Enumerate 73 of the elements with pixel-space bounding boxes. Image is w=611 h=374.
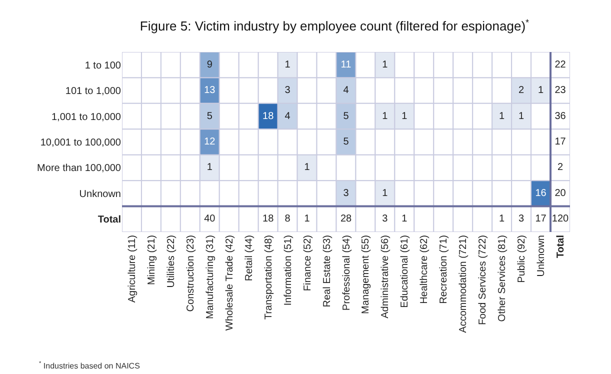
x-tick-label: Other Services (81) xyxy=(497,235,508,322)
data-label: 11 xyxy=(340,59,352,70)
x-tick-label: Information (51) xyxy=(282,235,294,306)
x-tick-label: Mining (21) xyxy=(146,235,158,286)
data-label: 1 xyxy=(206,162,213,174)
text: $^{*}$ Industries based on NAICS xyxy=(39,361,140,370)
y-tick-label: 1,001 to 10,000 xyxy=(51,112,122,123)
data-label: 1 xyxy=(518,110,525,122)
data-label: 3 xyxy=(284,85,291,96)
text: 40 xyxy=(204,214,216,225)
x-tick-label: Public (92) xyxy=(516,235,528,283)
data-label: 5 xyxy=(206,110,213,122)
text: 20 xyxy=(554,188,566,199)
x-tick-label: Wholesale Trade (42) xyxy=(224,235,236,331)
x-tick-label: Management (55) xyxy=(360,235,372,314)
y-tick-label: 10,001 to 100,000 xyxy=(40,138,122,148)
data-label: 13 xyxy=(204,85,216,96)
x-tick-label: Finance (52) xyxy=(302,235,314,292)
text: 120 xyxy=(552,214,569,225)
y-tick-label: 1 to 100 xyxy=(84,60,122,72)
data-label: 5 xyxy=(343,110,350,122)
x-tick-label: Healthcare (62) xyxy=(419,235,430,304)
data-label: 4 xyxy=(343,85,350,96)
x-tick-label: Manufacturing (31) xyxy=(204,235,216,319)
data-label: 1 xyxy=(499,110,506,122)
x-tick-label: Unknown xyxy=(536,235,548,277)
text: 23 xyxy=(554,85,566,96)
x-tick-label: Utilities (22) xyxy=(166,235,177,288)
text: 17 xyxy=(535,214,546,225)
data-label: 1 xyxy=(382,59,388,70)
x-tick-label: Food Services (722) xyxy=(478,235,489,326)
data-label: 1 xyxy=(382,188,388,199)
data-label: 1 xyxy=(538,85,544,96)
text: 18 xyxy=(262,214,274,225)
data-label: 12 xyxy=(204,136,216,148)
text: 36 xyxy=(554,110,566,122)
y-tick-label: 101 to 1,000 xyxy=(65,86,122,98)
x-tick-label: Total xyxy=(556,234,567,258)
text: 1 xyxy=(499,214,505,225)
data-label: 1 xyxy=(284,59,291,70)
chart-title: Figure 5: Victim industry by employee count (filtered for espionage)$^{*}$ xyxy=(140,17,530,34)
x-tick-label: Construction (23) xyxy=(185,235,196,312)
data-label: 18 xyxy=(262,110,274,122)
text: 8 xyxy=(284,214,290,225)
text: 17 xyxy=(554,136,566,148)
data-label: 2 xyxy=(518,85,525,96)
x-tick-label: Educational (61) xyxy=(400,235,411,308)
x-tick-label: Administrative (56) xyxy=(380,235,392,318)
text: 22 xyxy=(554,59,566,70)
text: 1 xyxy=(402,214,408,225)
y-tick-label: Total xyxy=(98,214,122,226)
x-tick-label: Real Estate (53) xyxy=(322,235,333,308)
data-label: 4 xyxy=(284,110,291,122)
x-tick-label: Recreation (71) xyxy=(438,235,450,304)
data-label: 1 xyxy=(382,110,388,122)
x-tick-label: Transportation (48) xyxy=(263,235,274,320)
data-label: 1 xyxy=(304,162,310,174)
data-label: 9 xyxy=(206,59,213,70)
data-label: 3 xyxy=(343,188,350,199)
text: 3 xyxy=(382,214,388,225)
x-tick-label: Professional (54) xyxy=(341,235,352,311)
data-label: 16 xyxy=(535,188,547,199)
x-tick-label: Agriculture (11) xyxy=(126,235,138,303)
text: 3 xyxy=(518,214,524,225)
x-tick-label: Accommodation (721) xyxy=(458,235,470,333)
text: 28 xyxy=(340,214,352,225)
text: 2 xyxy=(557,162,564,174)
y-tick-label: Unknown xyxy=(79,188,121,200)
data-label: 1 xyxy=(402,110,408,122)
text: 1 xyxy=(304,214,310,225)
y-tick-label: More than 100,000 xyxy=(37,163,122,174)
data-label: 5 xyxy=(343,136,350,148)
x-tick-label: Retail (44) xyxy=(244,235,255,282)
